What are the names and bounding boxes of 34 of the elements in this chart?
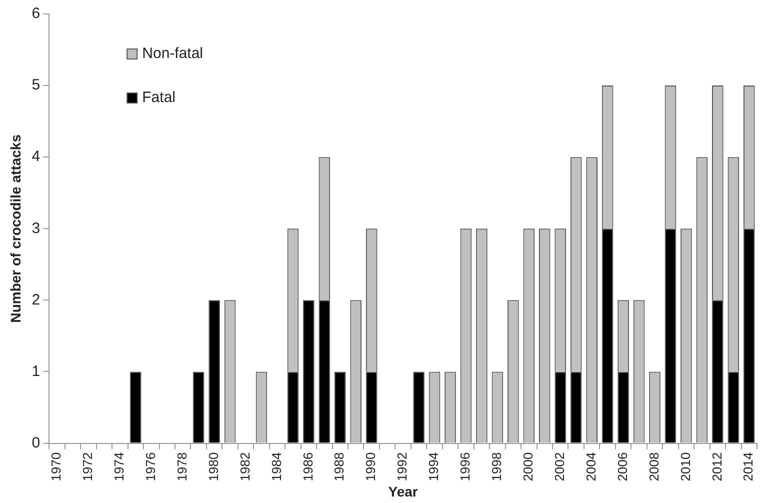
x-tick-label: 1974 [112,452,127,482]
x-tick-label: 1972 [80,452,96,482]
legend-label: Non-fatal [142,45,204,62]
x-tick-label: 2000 [520,452,536,482]
y-axis-title: Number of crocodile attacks [7,134,24,323]
x-tick-label: 1988 [332,452,347,482]
x-tick-label: 2002 [552,452,567,482]
x-tick-label: 1990 [363,452,378,482]
x-tick-label: 1976 [142,452,158,482]
y-tick-label: 5 [32,76,40,94]
x-tick-label: 1996 [458,452,473,482]
x-tick-label: 1986 [300,452,316,482]
x-tick-label: 1982 [237,452,252,482]
y-tick-label: 4 [32,148,40,166]
x-tick-label: 2008 [646,452,662,482]
x-tick-label: 1992 [394,452,410,482]
x-tick-label: 2004 [583,452,598,482]
x-tick-label: 1998 [489,452,504,482]
x-tick-label: 1980 [206,452,221,482]
y-tick-label: 3 [32,220,40,237]
y-tick-label: 2 [32,291,40,308]
y-tick-label: 1 [32,362,40,380]
x-tick-label: 2014 [740,452,756,482]
y-tick-label: 6 [32,5,40,22]
x-tick-label: 1984 [268,452,284,482]
legend-label: Fatal [142,89,176,106]
x-tick-label: 1978 [174,452,190,482]
x-tick-label: 2010 [678,452,693,482]
y-tick-label: 0 [32,434,40,452]
x-axis-title: Year [388,483,418,500]
x-tick-label: 1970 [48,452,64,482]
x-tick-label: 1994 [426,452,442,482]
x-tick-label: 2006 [614,452,630,482]
x-tick-label: 2012 [709,452,724,482]
